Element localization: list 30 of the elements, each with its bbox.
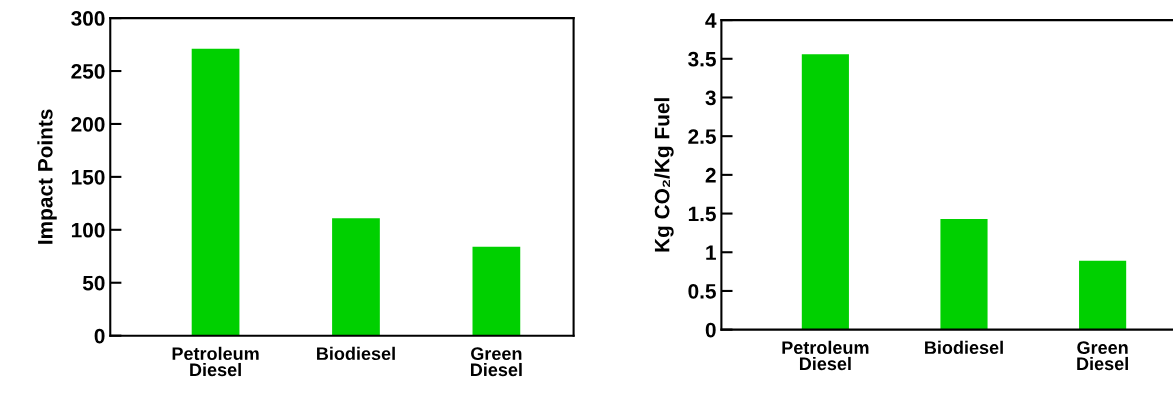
x-tick-label: Biodiesel [925, 340, 1003, 355]
x-tick-label: Green Diesel [1077, 341, 1128, 371]
y-tick-label: 100 [71, 222, 105, 238]
y-tick-label: 1.5 [688, 206, 716, 222]
y-tick-label: 250 [71, 64, 105, 79]
x-tick-label: Petroleum Diesel [172, 346, 259, 377]
y-tick-label: 150 [71, 169, 105, 185]
y-tick-label: 1 [706, 245, 716, 260]
x-tick-label: Biodiesel [317, 346, 395, 361]
bar [801, 54, 849, 330]
y-tick-label: 200 [71, 116, 105, 132]
y-axis-title: Impact Points [37, 109, 57, 244]
y-tick-label: 0 [94, 328, 105, 344]
y-tick-label: 0.5 [688, 283, 716, 299]
bar [1079, 260, 1127, 330]
y-tick-label: 2.5 [688, 129, 716, 144]
y-tick-label: 0 [705, 322, 716, 338]
x-tick-label: Green Diesel [470, 347, 522, 377]
y-tick-label: 2 [705, 167, 716, 183]
bar [472, 246, 521, 336]
x-tick-label: Petroleum Diesel [782, 340, 869, 371]
bar [191, 48, 240, 336]
y-tick-label: 300 [71, 11, 105, 26]
y-axis-title: Kg CO₂/Kg Fuel [654, 98, 674, 252]
y-tick-label: 4 [705, 13, 717, 28]
bar [332, 218, 380, 336]
y-tick-label: 3 [705, 90, 716, 106]
y-tick-label: 3.5 [688, 51, 716, 67]
y-tick-label: 50 [82, 275, 105, 291]
bar [940, 218, 988, 330]
